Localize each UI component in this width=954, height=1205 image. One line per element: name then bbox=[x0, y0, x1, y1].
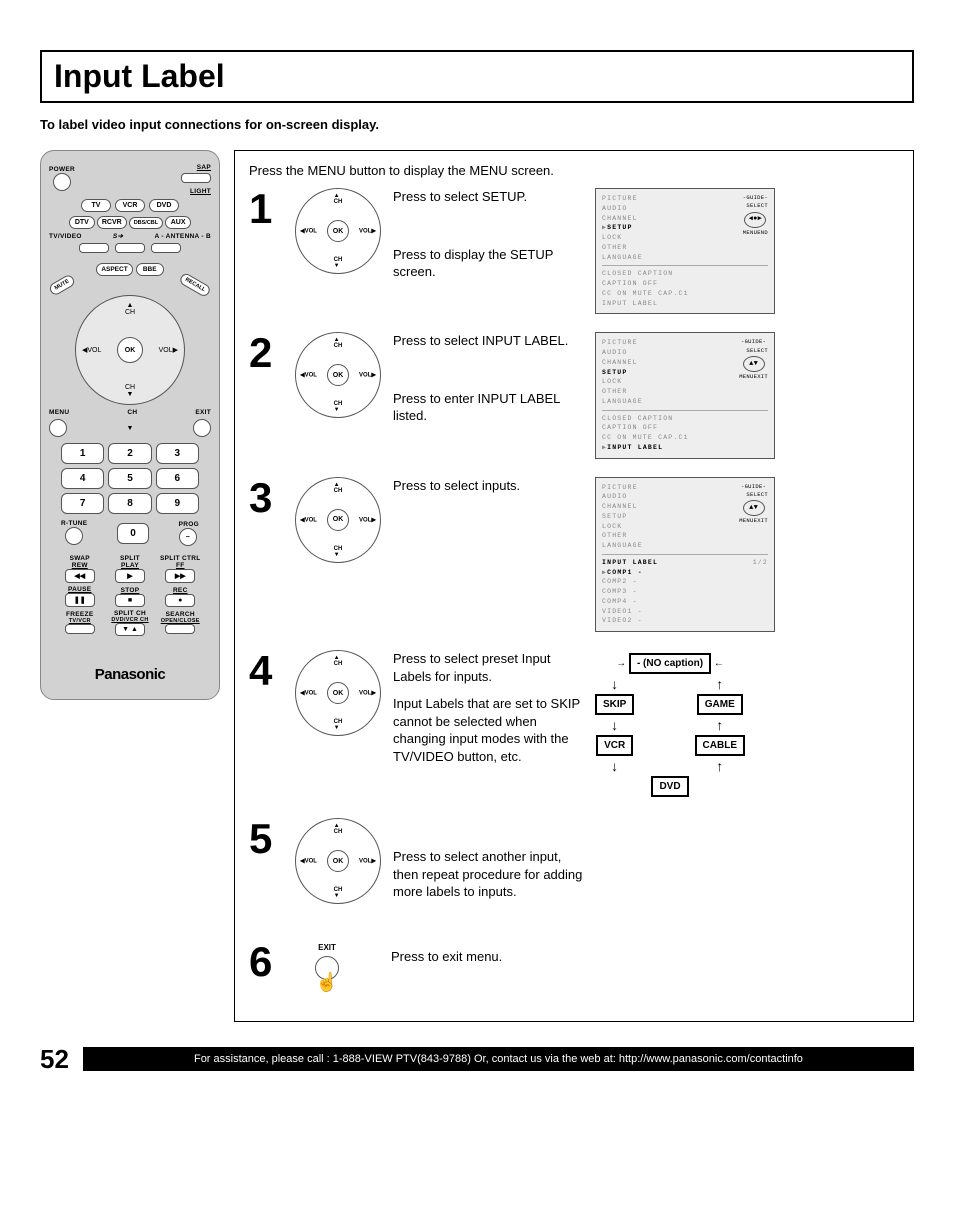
exit-small-label: EXIT bbox=[318, 943, 336, 952]
step-dpad: ▲CH CH▼ ◀VOL VOL▶ OK bbox=[295, 818, 381, 904]
osd-screen-3: -GUIDE- SELECT ▲▼ MENUEXIT PICTURE AUDIO… bbox=[595, 477, 775, 633]
page-title: Input Label bbox=[54, 58, 900, 95]
blank-button[interactable] bbox=[151, 243, 181, 253]
step-5: 5 ▲CH CH▼ ◀VOL VOL▶ OK Press to select a… bbox=[249, 818, 899, 911]
step-text-a: Press to select SETUP. bbox=[393, 188, 583, 206]
dvd-button[interactable]: DVD bbox=[149, 199, 179, 212]
flow-game: GAME bbox=[697, 694, 743, 715]
exit-circle-icon: ☝ bbox=[315, 956, 339, 980]
exit-label: EXIT bbox=[195, 409, 211, 416]
exit-button[interactable] bbox=[193, 419, 211, 437]
dbscbl-button[interactable]: DBS/CBL bbox=[129, 217, 163, 229]
step-number: 4 bbox=[249, 650, 283, 692]
num-2[interactable]: 2 bbox=[108, 443, 151, 464]
num-9[interactable]: 9 bbox=[156, 493, 199, 514]
step-text-a: Press to select another input, then repe… bbox=[393, 848, 583, 901]
rew-button[interactable]: ◀◀ bbox=[65, 569, 95, 583]
flow-skip: SKIP bbox=[595, 694, 634, 715]
flow-nocaption: - (NO caption) bbox=[629, 653, 711, 674]
prog-button[interactable]: − bbox=[179, 528, 197, 546]
brand-logo: Panasonic bbox=[49, 666, 211, 683]
num-4[interactable]: 4 bbox=[61, 468, 104, 489]
page-footer: 52 For assistance, please call : 1-888-V… bbox=[40, 1044, 914, 1075]
exit-icon-block: EXIT ☝ bbox=[315, 943, 339, 980]
antenna-label: A - ANTENNA - B bbox=[154, 233, 211, 240]
bbe-button[interactable]: BBE bbox=[136, 263, 164, 276]
ok-button[interactable]: OK bbox=[117, 337, 143, 363]
step-text-b: Input Labels that are set to SKIP cannot… bbox=[393, 695, 583, 765]
step-text-a: Press to select preset Input Labels for … bbox=[393, 650, 583, 685]
power-label: POWER bbox=[49, 166, 75, 173]
number-pad: 1 2 3 4 5 6 7 8 9 bbox=[61, 443, 199, 514]
intro-text: Press the MENU button to display the MEN… bbox=[249, 163, 899, 178]
hand-icon: ☝ bbox=[316, 972, 338, 993]
step-number: 1 bbox=[249, 188, 283, 230]
step-4: 4 ▲CH CH▼ ◀VOL VOL▶ OK Press to select p… bbox=[249, 650, 899, 800]
main-content: POWER SAP LIGHT TV VCR DVD DTV RCVR DBS/… bbox=[40, 150, 914, 1022]
subtitle: To label video input connections for on-… bbox=[40, 117, 914, 132]
play-button[interactable]: ▶ bbox=[115, 569, 145, 583]
aspect-button[interactable]: ASPECT bbox=[96, 263, 132, 276]
num-3[interactable]: 3 bbox=[156, 443, 199, 464]
step-text-b: Press to display the SETUP screen. bbox=[393, 246, 583, 281]
num-8[interactable]: 8 bbox=[108, 493, 151, 514]
num-7[interactable]: 7 bbox=[61, 493, 104, 514]
pause-button[interactable]: ❚❚ bbox=[65, 593, 95, 607]
step-text-b: Press to enter INPUT LABEL listed. bbox=[393, 390, 583, 425]
antenna-button[interactable] bbox=[115, 243, 145, 253]
mute-button[interactable]: MUTE bbox=[48, 273, 77, 296]
menu-button[interactable] bbox=[49, 419, 67, 437]
step-number: 5 bbox=[249, 818, 283, 860]
footer-bar: For assistance, please call : 1-888-VIEW… bbox=[83, 1047, 914, 1071]
step-text-a: Press to select inputs. bbox=[393, 477, 583, 495]
search-button[interactable] bbox=[165, 624, 195, 634]
steps-panel: Press the MENU button to display the MEN… bbox=[234, 150, 914, 1022]
step-dpad: ▲CH CH▼ ◀VOL VOL▶ OK bbox=[295, 477, 381, 563]
step-text-a: Press to select INPUT LABEL. bbox=[393, 332, 583, 350]
vcr-button[interactable]: VCR bbox=[115, 199, 145, 212]
step-1: 1 ▲CH CH▼ ◀VOL VOL▶ OK Press to select S… bbox=[249, 188, 899, 314]
flow-cable: CABLE bbox=[695, 735, 745, 756]
step-number: 2 bbox=[249, 332, 283, 374]
osd-screen-2: -GUIDE- SELECT ▲▼ MENUEXIT PICTURE AUDIO… bbox=[595, 332, 775, 458]
num-0[interactable]: 0 bbox=[117, 523, 149, 544]
dtv-button[interactable]: DTV bbox=[69, 216, 95, 229]
splitch-button[interactable]: ▼ ▲ bbox=[115, 623, 145, 636]
tv-button[interactable]: TV bbox=[81, 199, 111, 212]
flow-vcr: VCR bbox=[596, 735, 633, 756]
step-dpad: ▲CH CH▼ ◀VOL VOL▶ OK bbox=[295, 188, 381, 274]
step-number: 3 bbox=[249, 477, 283, 519]
title-box: Input Label bbox=[40, 50, 914, 103]
power-button[interactable] bbox=[53, 173, 71, 191]
page-number: 52 bbox=[40, 1044, 69, 1075]
remote-dpad[interactable]: ▲CH CH▼ ◀VOL VOL▶ OK bbox=[75, 295, 185, 405]
flow-diagram: → - (NO caption) ← ↓ SKIP ↓ VCR ↓ ↑ GAME… bbox=[595, 650, 745, 800]
rec-button[interactable]: ● bbox=[165, 594, 195, 607]
step-dpad: ▲CH CH▼ ◀VOL VOL▶ OK bbox=[295, 650, 381, 736]
step-3: 3 ▲CH CH▼ ◀VOL VOL▶ OK Press to select i… bbox=[249, 477, 899, 633]
step-number: 6 bbox=[249, 941, 283, 983]
light-label: LIGHT bbox=[181, 188, 211, 195]
tvvideo-button[interactable] bbox=[79, 243, 109, 253]
sap-label: SAP bbox=[181, 164, 211, 171]
tvvideo-label: TV/VIDEO bbox=[49, 233, 82, 240]
num-5[interactable]: 5 bbox=[108, 468, 151, 489]
remote-control: POWER SAP LIGHT TV VCR DVD DTV RCVR DBS/… bbox=[40, 150, 220, 700]
sap-button[interactable] bbox=[181, 173, 211, 183]
step-2: 2 ▲CH CH▼ ◀VOL VOL▶ OK Press to select I… bbox=[249, 332, 899, 458]
menu-label: MENU bbox=[49, 409, 69, 416]
flow-dvd: DVD bbox=[651, 776, 688, 797]
num-6[interactable]: 6 bbox=[156, 468, 199, 489]
step-text-a: Press to exit menu. bbox=[391, 948, 581, 966]
ff-button[interactable]: ▶▶ bbox=[165, 569, 195, 583]
aux-button[interactable]: AUX bbox=[165, 216, 191, 229]
osd-screen-1: -GUIDE- SELECT ◀●▶ MENUEND PICTURE AUDIO… bbox=[595, 188, 775, 314]
step-dpad: ▲CH CH▼ ◀VOL VOL▶ OK bbox=[295, 332, 381, 418]
step-6: 6 EXIT ☝ Press to exit menu. bbox=[249, 941, 899, 983]
freeze-button[interactable] bbox=[65, 624, 95, 634]
rcvr-button[interactable]: RCVR bbox=[97, 216, 127, 229]
stop-button[interactable]: ■ bbox=[115, 594, 145, 607]
num-1[interactable]: 1 bbox=[61, 443, 104, 464]
rtune-button[interactable] bbox=[65, 527, 83, 545]
